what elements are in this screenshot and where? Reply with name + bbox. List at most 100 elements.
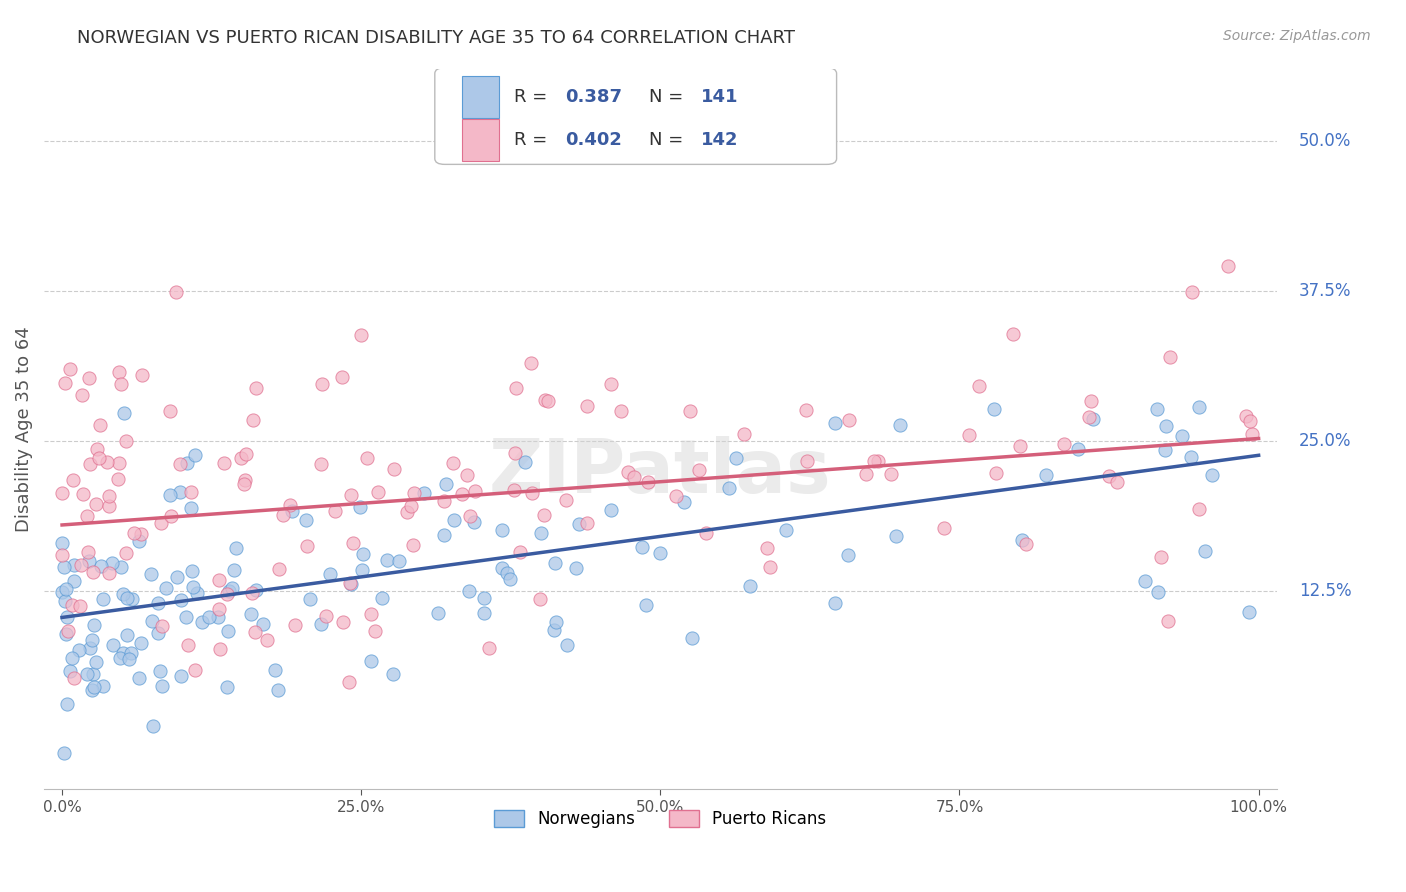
Point (97, 566, 120, 581)
Point (634, 599, 657, 613)
Point (340, 577, 363, 591)
Point (441, 457, 464, 471)
Point (679, 404, 702, 418)
Point (59, 664, 82, 678)
Point (509, 545, 531, 559)
Point (349, 500, 371, 515)
Point (53, 593, 76, 607)
Point (207, 609, 229, 624)
FancyBboxPatch shape (434, 68, 837, 164)
Point (271, 508, 294, 522)
Text: ZIPatlas: ZIPatlas (489, 435, 832, 508)
Point (165, 285, 187, 299)
Point (115, 591, 138, 606)
Point (1133, 574, 1156, 589)
Point (499, 572, 522, 586)
Text: 0.402: 0.402 (565, 131, 623, 149)
Point (880, 467, 903, 482)
Point (284, 618, 307, 632)
Point (55, 582, 77, 596)
Point (215, 587, 238, 601)
Point (1181, 285, 1204, 300)
Point (245, 381, 267, 395)
Text: NORWEGIAN VS PUERTO RICAN DISABILITY AGE 35 TO 64 CORRELATION CHART: NORWEGIAN VS PUERTO RICAN DISABILITY AGE… (77, 29, 796, 46)
Point (264, 663, 287, 677)
Legend: Norwegians, Puerto Ricans: Norwegians, Puerto Ricans (488, 804, 832, 835)
Point (229, 451, 252, 466)
Point (1053, 437, 1076, 451)
Point (404, 485, 426, 500)
Text: 142: 142 (702, 131, 738, 149)
Point (434, 477, 457, 491)
Point (733, 427, 755, 442)
Point (77, 371, 100, 385)
Point (245, 625, 267, 640)
Point (208, 573, 231, 587)
Point (269, 562, 291, 576)
Point (957, 428, 980, 442)
Point (91, 591, 114, 606)
Point (77, 554, 100, 568)
Point (360, 654, 382, 668)
Text: 141: 141 (702, 88, 738, 106)
Point (855, 467, 877, 481)
Point (529, 525, 551, 540)
Point (1147, 585, 1170, 599)
Point (79, 457, 101, 471)
Point (318, 566, 340, 581)
Point (242, 413, 264, 427)
Point (155, 582, 177, 596)
Point (51, 485, 73, 500)
Point (433, 493, 456, 508)
Point (112, 646, 135, 660)
Point (233, 473, 256, 487)
Point (52, 559, 75, 574)
Point (543, 623, 565, 637)
Point (159, 488, 181, 502)
Point (367, 485, 389, 500)
Point (520, 486, 543, 500)
Point (868, 454, 890, 468)
Point (62, 574, 84, 588)
Point (114, 434, 136, 448)
Point (103, 638, 125, 652)
Point (278, 499, 301, 513)
Text: N =: N = (650, 131, 689, 149)
Point (824, 416, 846, 430)
Point (311, 377, 333, 392)
Point (718, 481, 741, 495)
Point (1008, 439, 1031, 453)
Point (252, 617, 274, 632)
Point (1011, 533, 1033, 548)
Point (184, 663, 207, 677)
Point (120, 646, 142, 660)
Point (118, 652, 141, 666)
Point (382, 462, 405, 476)
Point (311, 457, 333, 471)
Point (863, 454, 886, 468)
Point (150, 618, 173, 632)
Text: R =: R = (513, 88, 553, 106)
Point (55, 697, 77, 711)
Point (59, 361, 82, 376)
Point (1239, 414, 1261, 428)
Point (90, 558, 112, 573)
Point (1171, 429, 1194, 443)
Point (112, 587, 135, 601)
Point (115, 628, 138, 642)
Point (89, 417, 111, 432)
Point (267, 682, 290, 697)
Point (149, 665, 172, 679)
Text: 25.0%: 25.0% (1299, 432, 1351, 450)
Point (217, 624, 239, 638)
Point (564, 561, 586, 575)
Point (1159, 351, 1181, 365)
Point (131, 368, 153, 382)
Point (1240, 427, 1263, 442)
Point (665, 489, 688, 503)
Point (1237, 605, 1260, 619)
Point (180, 564, 202, 578)
Point (1188, 501, 1211, 516)
Point (240, 586, 263, 600)
Point (387, 554, 409, 568)
